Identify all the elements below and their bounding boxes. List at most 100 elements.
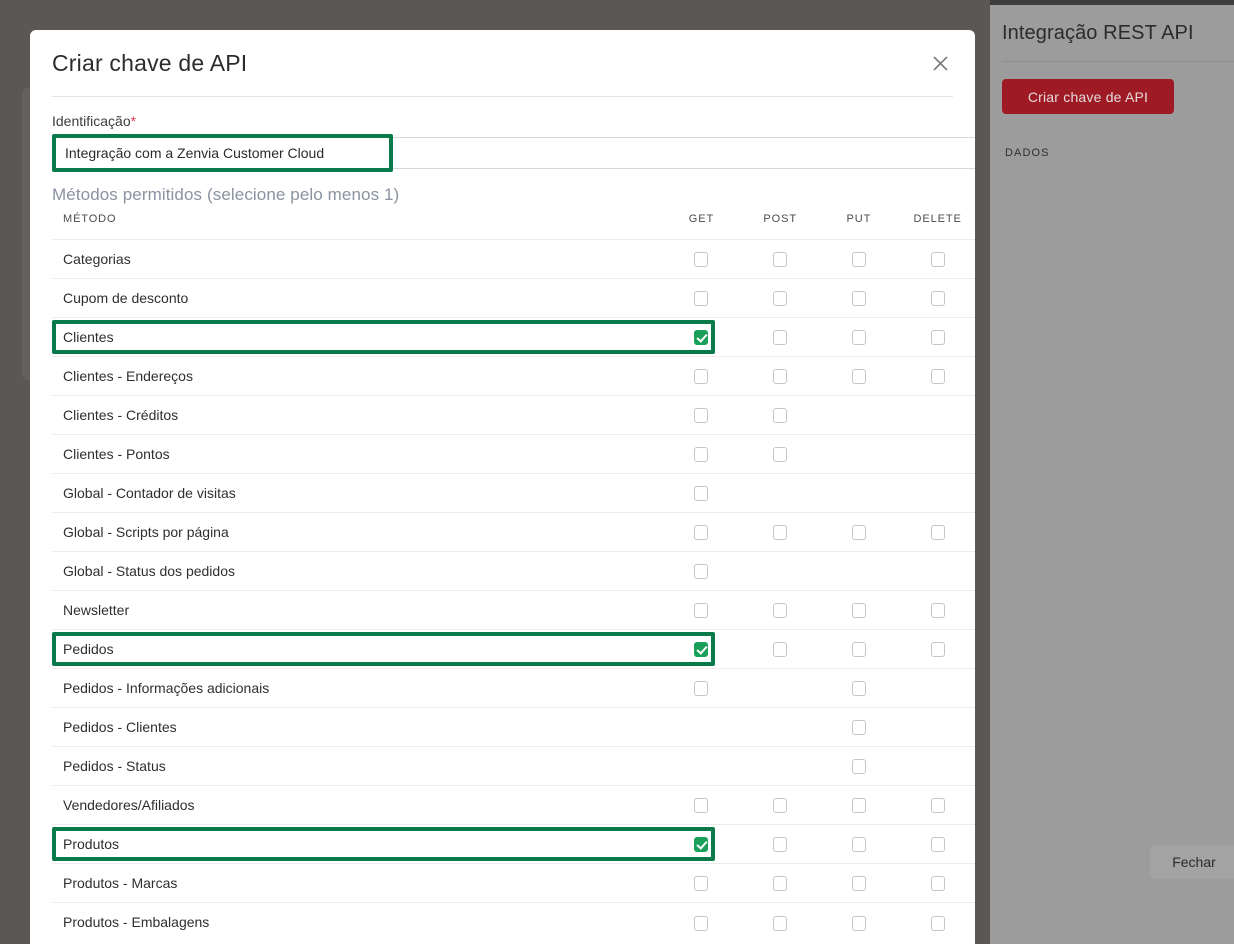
checkbox-put[interactable] xyxy=(851,603,866,619)
checkbox-put[interactable] xyxy=(851,525,866,541)
checkbox-put[interactable] xyxy=(851,798,866,814)
checkbox-cell-post[interactable] xyxy=(740,785,820,825)
checkbox-cell-put[interactable] xyxy=(819,707,899,747)
checkbox-post[interactable] xyxy=(773,330,788,346)
checkbox-delete[interactable] xyxy=(930,330,945,346)
checkbox-put[interactable] xyxy=(851,330,866,346)
identification-input[interactable] xyxy=(52,137,975,169)
checkbox-cell-put[interactable] xyxy=(819,317,899,357)
checkbox-post[interactable] xyxy=(773,876,788,892)
checkbox-cell-get[interactable] xyxy=(662,902,741,942)
checkbox-put[interactable] xyxy=(851,837,866,853)
checkbox-get[interactable] xyxy=(694,876,709,892)
checkbox-put[interactable] xyxy=(851,369,866,385)
checkbox-cell-delete[interactable] xyxy=(898,785,975,825)
checkbox-cell-put[interactable] xyxy=(819,239,899,279)
checkbox-cell-put[interactable] xyxy=(819,512,899,552)
checkbox-get[interactable] xyxy=(694,252,709,268)
checkbox-post[interactable] xyxy=(773,525,788,541)
checkbox-cell-get[interactable] xyxy=(662,785,741,825)
checkbox-put[interactable] xyxy=(851,759,866,775)
checkbox-post[interactable] xyxy=(773,252,788,268)
checkbox-cell-delete[interactable] xyxy=(898,317,975,357)
checkbox-cell-get[interactable] xyxy=(662,278,741,318)
checkbox-post[interactable] xyxy=(773,798,788,814)
checkbox-cell-get[interactable] xyxy=(662,239,741,279)
checkbox-delete[interactable] xyxy=(930,291,945,307)
checkbox-post[interactable] xyxy=(773,642,788,658)
checkbox-cell-post[interactable] xyxy=(740,395,820,435)
checkbox-delete[interactable] xyxy=(930,837,945,853)
checkbox-get[interactable] xyxy=(694,447,709,463)
checkbox-cell-delete[interactable] xyxy=(898,278,975,318)
checkbox-cell-get[interactable] xyxy=(662,395,741,435)
checkbox-get[interactable] xyxy=(694,603,709,619)
checkbox-cell-put[interactable] xyxy=(819,278,899,318)
checkbox-delete[interactable] xyxy=(930,642,945,658)
checkbox-cell-get[interactable] xyxy=(662,551,741,591)
checkbox-cell-post[interactable] xyxy=(740,902,820,942)
checkbox-cell-post[interactable] xyxy=(740,629,820,669)
checkbox-get[interactable] xyxy=(694,369,709,385)
checkbox-cell-delete[interactable] xyxy=(898,902,975,942)
checkbox-delete[interactable] xyxy=(930,252,945,268)
checkbox-delete[interactable] xyxy=(930,915,945,931)
checkbox-cell-get[interactable] xyxy=(662,434,741,474)
checkbox-post[interactable] xyxy=(773,369,788,385)
checkbox-cell-delete[interactable] xyxy=(898,629,975,669)
checkbox-cell-put[interactable] xyxy=(819,785,899,825)
checkbox-get[interactable] xyxy=(694,291,709,307)
checkbox-get[interactable] xyxy=(694,915,709,931)
checkbox-put[interactable] xyxy=(851,876,866,892)
checkbox-put[interactable] xyxy=(851,720,866,736)
checkbox-cell-get[interactable] xyxy=(662,317,741,357)
checkbox-delete[interactable] xyxy=(930,525,945,541)
checkbox-cell-post[interactable] xyxy=(740,512,820,552)
checkbox-cell-put[interactable] xyxy=(819,902,899,942)
checkbox-post[interactable] xyxy=(773,837,788,853)
create-api-key-button[interactable]: Criar chave de API xyxy=(1002,79,1174,114)
checkbox-cell-delete[interactable] xyxy=(898,356,975,396)
checkbox-cell-post[interactable] xyxy=(740,278,820,318)
checkbox-cell-post[interactable] xyxy=(740,863,820,903)
checkbox-put[interactable] xyxy=(851,915,866,931)
checkbox-cell-put[interactable] xyxy=(819,746,899,786)
checkbox-cell-post[interactable] xyxy=(740,590,820,630)
checkbox-cell-put[interactable] xyxy=(819,629,899,669)
checkbox-cell-put[interactable] xyxy=(819,668,899,708)
close-panel-button[interactable]: Fechar xyxy=(1150,845,1234,879)
checkbox-delete[interactable] xyxy=(930,876,945,892)
checkbox-cell-delete[interactable] xyxy=(898,824,975,864)
checkbox-delete[interactable] xyxy=(930,603,945,619)
checkbox-put[interactable] xyxy=(851,252,866,268)
checkbox-cell-get[interactable] xyxy=(662,629,741,669)
checkbox-cell-post[interactable] xyxy=(740,239,820,279)
checkbox-cell-put[interactable] xyxy=(819,863,899,903)
checkbox-get[interactable] xyxy=(694,798,709,814)
checkbox-cell-delete[interactable] xyxy=(898,590,975,630)
checkbox-put[interactable] xyxy=(851,291,866,307)
checkbox-cell-post[interactable] xyxy=(740,356,820,396)
checkbox-get[interactable] xyxy=(694,642,709,658)
checkbox-cell-put[interactable] xyxy=(819,356,899,396)
checkbox-get[interactable] xyxy=(694,525,709,541)
checkbox-cell-delete[interactable] xyxy=(898,863,975,903)
checkbox-cell-get[interactable] xyxy=(662,863,741,903)
checkbox-cell-get[interactable] xyxy=(662,668,741,708)
checkbox-cell-get[interactable] xyxy=(662,473,741,513)
checkbox-get[interactable] xyxy=(694,564,709,580)
checkbox-put[interactable] xyxy=(851,681,866,697)
checkbox-cell-get[interactable] xyxy=(662,512,741,552)
checkbox-post[interactable] xyxy=(773,291,788,307)
checkbox-cell-post[interactable] xyxy=(740,434,820,474)
checkbox-cell-put[interactable] xyxy=(819,590,899,630)
checkbox-cell-get[interactable] xyxy=(662,356,741,396)
checkbox-cell-put[interactable] xyxy=(819,824,899,864)
checkbox-post[interactable] xyxy=(773,408,788,424)
checkbox-get[interactable] xyxy=(694,486,709,502)
checkbox-delete[interactable] xyxy=(930,798,945,814)
checkbox-post[interactable] xyxy=(773,915,788,931)
close-modal-button[interactable] xyxy=(925,48,955,78)
checkbox-cell-post[interactable] xyxy=(740,317,820,357)
checkbox-cell-post[interactable] xyxy=(740,824,820,864)
